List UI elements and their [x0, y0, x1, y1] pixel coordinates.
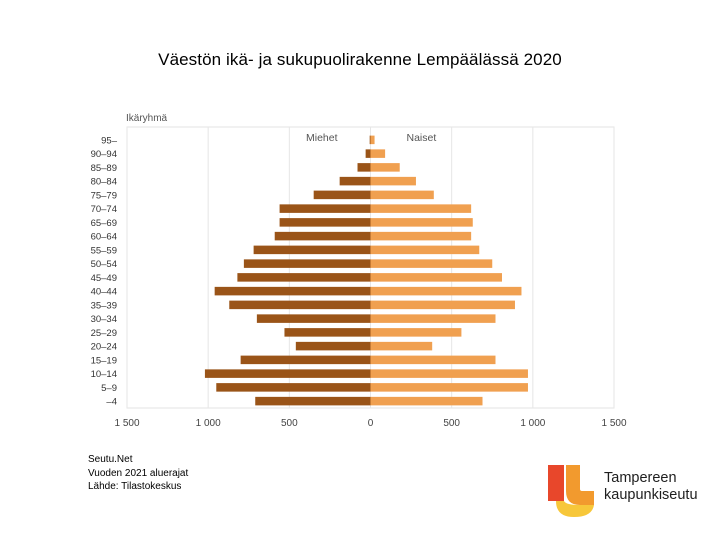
y-tick-label: 60–64 [91, 232, 117, 243]
y-tick-label: 10–14 [91, 369, 117, 380]
x-tick-label: 1 000 [196, 418, 221, 429]
logo-text-line-1: Tampereen [604, 470, 677, 486]
bar-women [370, 259, 493, 268]
y-tick-label: 35–39 [91, 300, 117, 311]
bar-men [284, 328, 371, 337]
bar-men [274, 231, 371, 241]
y-tick-label: 45–49 [91, 273, 117, 284]
y-axis-title: Ikäryhmä [126, 113, 168, 124]
y-tick-label: 25–29 [91, 328, 117, 339]
y-tick-label: 55–59 [91, 245, 117, 256]
bar-men [229, 300, 371, 310]
bar-men [313, 190, 371, 200]
bar-men [216, 383, 371, 392]
bar-men [240, 355, 371, 365]
bar-men [339, 176, 371, 186]
y-tick-label: 80–84 [91, 177, 117, 188]
bars [204, 135, 528, 406]
x-tick-label: 500 [281, 418, 298, 429]
bar-men [253, 245, 371, 255]
bar-women [370, 163, 400, 172]
logo-mark-icon [548, 465, 594, 517]
bar-men [243, 259, 371, 268]
bar-women [370, 204, 472, 213]
y-tick-label: 50–54 [91, 259, 117, 270]
bar-men [369, 135, 371, 145]
bar-women [370, 341, 433, 351]
y-tick-label: 5–9 [101, 383, 117, 394]
x-tick-label: 1 000 [520, 418, 545, 429]
bar-women [370, 328, 462, 337]
y-tick-label: 85–89 [91, 163, 117, 174]
x-tick-label: 1 500 [601, 418, 626, 429]
bar-men [214, 286, 371, 296]
bar-men [204, 369, 371, 378]
bar-women [370, 369, 528, 378]
bar-men [255, 396, 371, 406]
bar-women [370, 231, 472, 241]
y-tick-label: 20–24 [91, 342, 117, 353]
y-tick-label: –4 [106, 397, 117, 408]
source-line-1: Seutu.Net [88, 454, 133, 465]
bar-women [370, 383, 528, 392]
bar-men [357, 163, 371, 172]
x-tick-label: 0 [368, 418, 374, 429]
legend-label-men: Miehet [306, 132, 338, 144]
x-tick-label: 500 [443, 418, 460, 429]
source-notes: Seutu.Net Vuoden 2021 aluerajat Lähde: T… [88, 453, 188, 494]
bar-women [370, 190, 434, 200]
bar-women [370, 286, 522, 296]
chart-title: Väestön ikä- ja sukupuolirakenne Lempääl… [158, 50, 562, 69]
bar-men [256, 314, 371, 323]
bar-women [370, 396, 483, 406]
y-tick-label: 90–94 [91, 149, 117, 160]
bar-women [370, 135, 375, 145]
y-tick-label: 65–69 [91, 218, 117, 229]
logo-text-line-2: kaupunkiseutu [604, 487, 698, 503]
bar-women [370, 176, 416, 186]
bar-women [370, 218, 473, 227]
bar-men [279, 218, 371, 227]
y-tick-label: 15–19 [91, 355, 117, 366]
bar-men [279, 204, 371, 213]
bar-women [370, 314, 496, 323]
bar-women [370, 355, 496, 365]
bar-women [370, 149, 386, 158]
y-tick-label: 30–34 [91, 314, 117, 325]
y-tick-label: 75–79 [91, 190, 117, 201]
tampereen-kaupunkiseutu-logo: Tampereen kaupunkiseutu [546, 461, 716, 521]
axis-labels: 1 500 1 000 500 0 500 1 000 1 500 95– 90–94 85–89… [91, 132, 627, 429]
y-tick-label: 70–74 [91, 204, 117, 215]
bar-men [295, 341, 371, 351]
bar-women [370, 300, 515, 310]
bar-men [237, 273, 371, 282]
y-tick-label: 95– [101, 135, 118, 146]
y-tick-label: 40–44 [91, 287, 117, 298]
x-tick-label: 1 500 [114, 418, 139, 429]
source-line-3: Lähde: Tilastokeskus [88, 481, 182, 492]
bar-women [370, 245, 480, 255]
source-line-2: Vuoden 2021 aluerajat [88, 467, 189, 479]
legend-label-women: Naiset [407, 132, 437, 144]
bar-women [370, 273, 502, 282]
bar-men [365, 149, 371, 158]
